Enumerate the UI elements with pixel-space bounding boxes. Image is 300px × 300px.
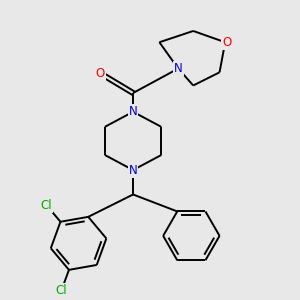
Text: O: O	[222, 36, 232, 49]
Text: N: N	[129, 105, 137, 118]
Text: Cl: Cl	[40, 199, 52, 212]
Text: Cl: Cl	[56, 284, 67, 297]
Text: O: O	[96, 67, 105, 80]
Text: N: N	[174, 62, 183, 75]
Text: N: N	[129, 164, 137, 177]
